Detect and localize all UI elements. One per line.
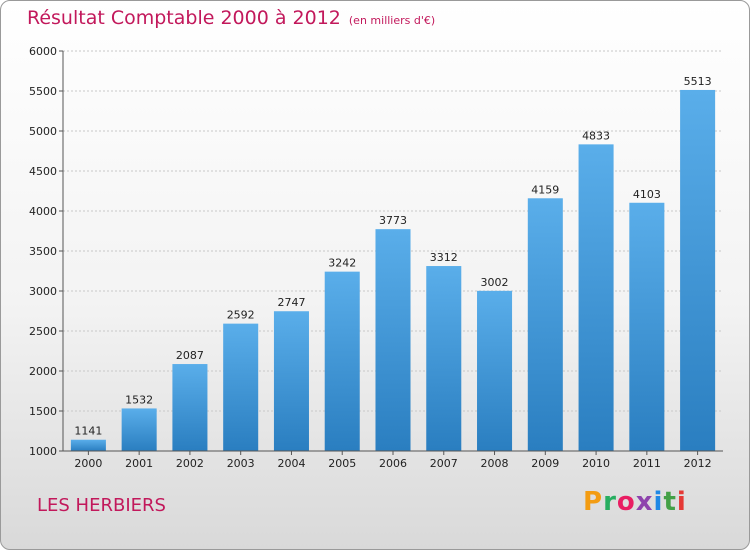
x-tick-label: 2012 [684, 457, 712, 470]
y-tick-label: 4500 [29, 165, 57, 178]
bar[interactable] [578, 144, 614, 452]
bars: 1141 1532 2087 2592 2747 3242 3773 3312 3002 4159… [70, 75, 716, 452]
logo-letter: o [616, 487, 636, 517]
y-tick-label: 2500 [29, 325, 57, 338]
bar-value-label: 2747 [277, 296, 305, 309]
bar-value-label: 1532 [125, 393, 153, 406]
bar[interactable] [527, 198, 563, 451]
chart-unit: (en milliers d'€) [348, 14, 436, 27]
x-tick-label: 2008 [481, 457, 509, 470]
logo-letter: x [635, 487, 654, 517]
x-tick-label: 2006 [379, 457, 407, 470]
bar-value-label: 1141 [74, 425, 102, 438]
bar[interactable] [680, 89, 716, 452]
x-tick-label: 2004 [277, 457, 305, 470]
bar-value-label: 4103 [633, 188, 661, 201]
x-tick-label: 2011 [633, 457, 661, 470]
x-tick-label: 2003 [227, 457, 255, 470]
bar-value-label: 3773 [379, 214, 407, 227]
x-tick-label: 2001 [125, 457, 153, 470]
bar-value-label: 4159 [531, 183, 559, 196]
bar-value-label: 3002 [481, 276, 509, 289]
bar[interactable] [172, 364, 208, 451]
logo-letter: t [663, 487, 677, 517]
bar-value-label: 5513 [684, 75, 712, 88]
x-tick-label: 2000 [74, 457, 102, 470]
bar[interactable] [629, 202, 665, 451]
y-tick-label: 6000 [29, 45, 57, 58]
x-tick-label: 2007 [430, 457, 458, 470]
x-tick-label: 2002 [176, 457, 204, 470]
y-tick-label: 2000 [29, 365, 57, 378]
bar-value-label: 2087 [176, 349, 204, 362]
bar-value-label: 4833 [582, 129, 610, 142]
chart-title: Résultat Comptable 2000 à 2012 (en millie… [27, 7, 435, 29]
commune-name: LES HERBIERS [37, 495, 166, 516]
y-tick-label: 3000 [29, 285, 57, 298]
bar[interactable] [223, 323, 259, 451]
y-tick-label: 4000 [29, 205, 57, 218]
bar-value-label: 2592 [227, 309, 255, 322]
x-tick-label: 2009 [531, 457, 559, 470]
logo-letter: P [583, 487, 604, 517]
y-tick-label: 1000 [29, 445, 57, 458]
bar[interactable] [477, 290, 513, 451]
proxiti-logo[interactable]: Proxiti [583, 487, 687, 517]
y-tick-label: 5000 [29, 125, 57, 138]
logo-letter: i [676, 487, 687, 517]
bar[interactable] [70, 439, 106, 451]
y-tick-label: 5500 [29, 85, 57, 98]
axes: 1000 1500 2000 2500 3000 3500 4000 4500 5000 5500… [29, 45, 723, 470]
logo-letter: r [603, 487, 617, 517]
bar[interactable] [273, 311, 309, 451]
chart-title-text: Résultat Comptable 2000 à 2012 [27, 7, 341, 29]
bar[interactable] [121, 408, 157, 451]
y-tick-label: 3500 [29, 245, 57, 258]
y-tick-label: 1500 [29, 405, 57, 418]
x-tick-label: 2010 [582, 457, 610, 470]
logo-letter: i [653, 487, 664, 517]
x-tick-label: 2005 [328, 457, 356, 470]
bar[interactable] [324, 271, 360, 451]
bar[interactable] [426, 266, 462, 451]
bar-value-label: 3312 [430, 251, 458, 264]
bar-value-label: 3242 [328, 257, 356, 270]
bar[interactable] [375, 229, 411, 451]
